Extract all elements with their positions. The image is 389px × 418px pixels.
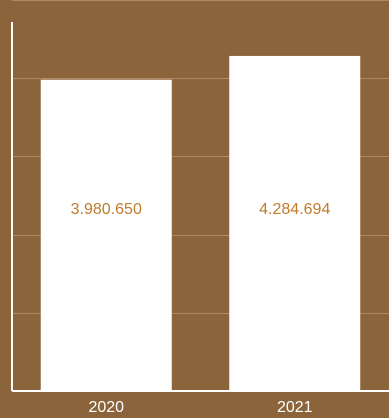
bars <box>40 55 361 392</box>
x-tick-label-2020: 2020 <box>88 399 124 416</box>
bar-2020 <box>40 79 172 392</box>
x-tick-labels: 2020 2021 <box>88 399 312 416</box>
bar-2021 <box>229 55 361 392</box>
data-label-2021: 4.284.694 <box>259 201 330 218</box>
x-tick-label-2021: 2021 <box>277 399 313 416</box>
data-labels: 3.980.650 4.284.694 <box>71 201 331 218</box>
data-label-2020: 3.980.650 <box>71 201 142 218</box>
